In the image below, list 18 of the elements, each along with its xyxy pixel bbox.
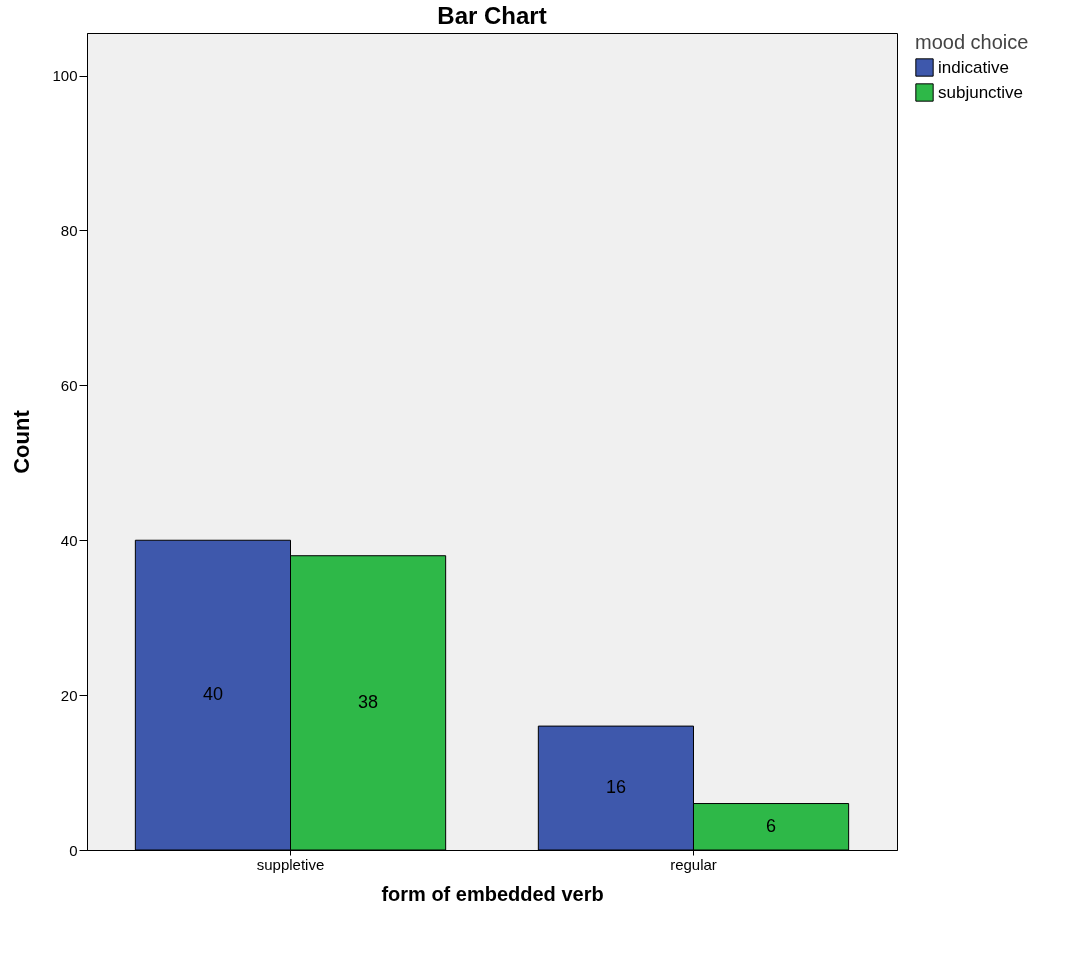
y-tick-label: 100 (52, 67, 78, 85)
y-tick-label: 0 (69, 841, 78, 859)
y-tick-label: 60 (60, 376, 78, 394)
legend-label: subjunctive (938, 82, 1024, 102)
y-tick-label: 20 (60, 686, 78, 704)
x-tick-label: regular (670, 855, 717, 873)
y-axis-title: Count (9, 409, 35, 474)
y-tick-label: 80 (60, 221, 78, 239)
x-axis-title: form of embedded verb (381, 882, 604, 905)
data-label: 38 (358, 691, 379, 712)
legend-label: indicative (938, 57, 1009, 77)
legend-title: mood choice (915, 31, 1029, 53)
data-label: 16 (605, 777, 626, 798)
y-tick-label: 40 (60, 531, 78, 549)
data-label: 40 (202, 684, 223, 705)
x-tick-label: suppletive (256, 855, 325, 873)
data-label: 6 (766, 815, 777, 836)
chart-title: Bar Chart (437, 2, 547, 29)
